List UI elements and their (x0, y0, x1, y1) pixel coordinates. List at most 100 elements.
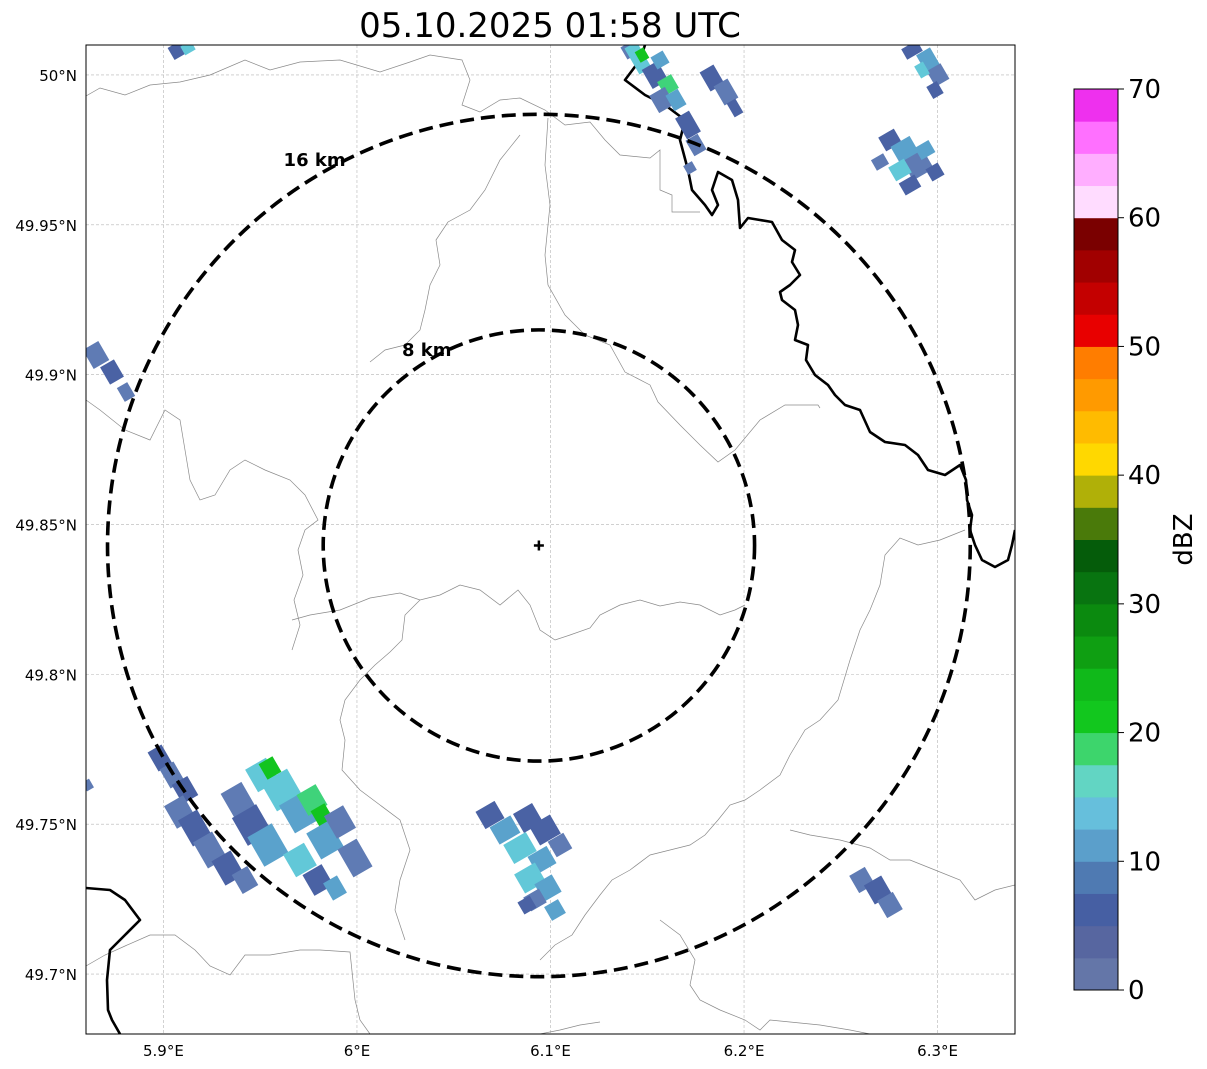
lon-tick-label: 6.1°E (530, 1042, 571, 1060)
colorbar-tick-label: 60 (1128, 204, 1161, 234)
lon-tick-label: 5.9°E (143, 1042, 184, 1060)
radar-echo-cell (323, 805, 357, 839)
lat-tick-label: 49.7°N (25, 966, 77, 984)
lon-tick-label: 6.3°E (917, 1042, 958, 1060)
colorbar-segment (1074, 475, 1118, 508)
range-rings: 8 km 16 km (105, 112, 973, 979)
admin-border-line (659, 919, 871, 1034)
radar-echo-cell (337, 838, 373, 878)
radar-echo-cell (489, 815, 521, 845)
colorbar-tick-label: 10 (1128, 847, 1161, 877)
radar-echo-cell (898, 174, 922, 196)
range-ring-label: 8 km (402, 340, 452, 361)
colorbar-segment (1074, 346, 1118, 380)
colorbar-segment (1074, 700, 1118, 734)
colorbar-segment (1074, 217, 1118, 251)
radar-echo-cell (888, 158, 912, 182)
radar-echo-cell (649, 86, 675, 114)
colorbar: 0 10 20 30 40 50 60 70 dBZ (1073, 75, 1199, 1006)
admin-border-line (86, 399, 319, 651)
admin-border-line (789, 829, 1015, 901)
colorbar-segment (1074, 668, 1118, 701)
range-ring-label: 16 km (284, 150, 346, 171)
colorbar-segment (1074, 571, 1118, 605)
radar-echo-cell (675, 110, 701, 140)
radar-echo-cell (926, 63, 950, 87)
radar-echo-cell (180, 45, 196, 56)
colorbar-tick-label: 70 (1128, 75, 1161, 105)
radar-echo-cell (283, 842, 317, 878)
radar-echo-cell (544, 899, 566, 921)
admin-border-line (539, 529, 966, 961)
admin-borders (86, 54, 1015, 1034)
colorbar-tick-label: 30 (1128, 590, 1161, 620)
radar-echo-cell (713, 78, 739, 106)
colorbar-segment (1074, 539, 1118, 573)
radar-echo-cell (683, 161, 697, 175)
colorbar-segment (1074, 249, 1118, 283)
colorbar-segment (1074, 764, 1118, 798)
admin-border-line (86, 934, 371, 1034)
radar-echo-cell (877, 891, 903, 919)
colorbar-tick-label: 0 (1128, 976, 1145, 1006)
radar-echo-cell (258, 756, 282, 780)
radar-echo-cell (665, 88, 687, 112)
radar-echo-cell (529, 814, 561, 846)
radar-echo-cell (247, 823, 289, 867)
lat-tick-label: 49.85°N (15, 517, 77, 535)
radar-echoes (86, 45, 950, 921)
radar-echo-cell (870, 153, 890, 171)
map-title: 05.10.2025 01:58 UTC (359, 6, 741, 46)
radar-echo-cell (100, 359, 124, 385)
colorbar-label: dBZ (1169, 513, 1199, 565)
admin-border-line (539, 1021, 601, 1034)
radar-echo-cell (926, 80, 944, 100)
radar-echo-cell (547, 832, 573, 858)
radar-echo-cell (634, 47, 650, 63)
admin-border-line (291, 584, 746, 641)
radar-echo-cell (231, 865, 259, 895)
radar-echo-cell (517, 895, 537, 915)
lat-tick-label: 49.9°N (25, 367, 77, 385)
colorbar-segment (1074, 507, 1118, 540)
lon-tick-label: 6°E (344, 1042, 371, 1060)
lat-tick-label: 49.95°N (15, 217, 77, 235)
colorbar-tick-label: 40 (1128, 461, 1161, 491)
colorbar-segment (1074, 732, 1118, 766)
colorbar-segment (1074, 121, 1118, 154)
national-border-line (86, 886, 142, 1034)
colorbar-segment (1074, 314, 1118, 347)
radar-site-marker (533, 540, 544, 551)
admin-border-line (369, 134, 521, 363)
colorbar-segment (1074, 282, 1118, 315)
colorbar-frame (1073, 88, 1119, 991)
lat-tick-label: 50°N (39, 67, 77, 85)
range-ring-8km (321, 328, 757, 763)
colorbar-segment (1074, 829, 1118, 862)
radar-echo-cell (925, 162, 945, 182)
range-ring-16km (105, 112, 973, 979)
colorbar-segment (1074, 893, 1118, 927)
colorbar-segment (1074, 410, 1118, 444)
radar-echo-cell (323, 875, 347, 901)
colorbar-segment (1074, 861, 1118, 894)
admin-border-line (544, 117, 821, 463)
colorbar-segment (1074, 378, 1118, 412)
map-frame (85, 44, 1016, 1035)
colorbar-segment (1074, 925, 1118, 959)
radar-echo-cell (916, 47, 940, 73)
radar-echo-cell (914, 139, 936, 161)
colorbar-segment (1074, 442, 1118, 476)
admin-border-line (339, 599, 421, 941)
radar-echo-cell (914, 61, 930, 79)
radar-echo-cell (86, 778, 94, 792)
colorbar-segment (1074, 636, 1118, 669)
lat-tick-label: 49.75°N (15, 816, 77, 834)
colorbar-segment (1074, 185, 1118, 219)
colorbar-tick-label: 20 (1128, 719, 1161, 749)
colorbar-tick-label: 50 (1128, 332, 1161, 362)
colorbar-segment (1074, 796, 1118, 830)
radar-echo-cell (503, 831, 537, 865)
radar-echo-cell (86, 340, 110, 370)
